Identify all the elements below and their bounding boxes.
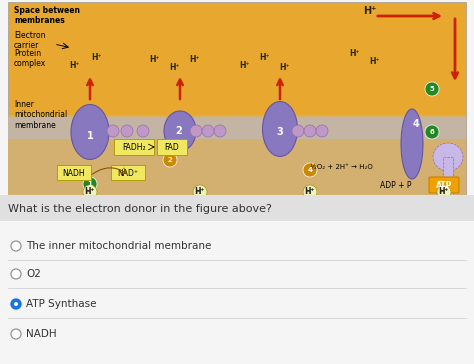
Ellipse shape (71, 104, 109, 159)
FancyBboxPatch shape (429, 177, 459, 193)
Ellipse shape (433, 143, 463, 171)
Text: The inner mitochondrial membrane: The inner mitochondrial membrane (26, 241, 211, 251)
Circle shape (190, 125, 202, 137)
Text: FAD: FAD (164, 142, 179, 151)
Text: 1: 1 (88, 181, 92, 187)
Circle shape (292, 125, 304, 137)
Text: H⁺: H⁺ (92, 52, 102, 62)
Text: Inner
mitochondrial
membrane: Inner mitochondrial membrane (14, 100, 67, 130)
Circle shape (163, 153, 177, 167)
Text: H⁺: H⁺ (85, 189, 94, 195)
Text: NADH: NADH (26, 329, 56, 339)
Circle shape (193, 185, 207, 199)
Text: FADH₂: FADH₂ (122, 142, 146, 151)
FancyBboxPatch shape (8, 115, 466, 195)
Text: ½O₂ + 2H⁺ → H₂O: ½O₂ + 2H⁺ → H₂O (310, 164, 373, 170)
FancyBboxPatch shape (111, 165, 145, 180)
Circle shape (107, 125, 119, 137)
FancyBboxPatch shape (8, 2, 466, 195)
Text: What is the electron donor in the figure above?: What is the electron donor in the figure… (8, 204, 272, 214)
Circle shape (121, 125, 133, 137)
Text: H⁺: H⁺ (195, 189, 204, 195)
Text: 2: 2 (176, 126, 182, 136)
Text: 1: 1 (87, 131, 93, 141)
Text: ATP: ATP (436, 181, 452, 190)
FancyBboxPatch shape (0, 195, 474, 221)
Text: H⁺: H⁺ (190, 55, 200, 63)
FancyBboxPatch shape (443, 157, 453, 195)
Text: Protein
complex: Protein complex (14, 49, 46, 68)
Text: Electron
carrier: Electron carrier (14, 31, 46, 50)
Text: H⁺: H⁺ (70, 62, 80, 71)
Text: NADH: NADH (63, 169, 85, 178)
Text: H⁺: H⁺ (350, 50, 360, 59)
Ellipse shape (164, 111, 196, 151)
FancyBboxPatch shape (57, 165, 91, 180)
Text: ADP + P: ADP + P (380, 182, 411, 190)
Text: 6: 6 (429, 129, 434, 135)
Text: NAD⁺: NAD⁺ (118, 169, 138, 178)
Text: 5: 5 (429, 86, 434, 92)
Circle shape (425, 125, 439, 139)
Circle shape (11, 269, 21, 279)
Text: H⁺: H⁺ (306, 189, 315, 195)
Text: H⁺: H⁺ (170, 63, 180, 71)
Text: 2: 2 (168, 157, 173, 163)
Circle shape (202, 125, 214, 137)
Circle shape (14, 302, 18, 306)
Text: H⁺: H⁺ (363, 6, 377, 16)
Text: H⁺: H⁺ (280, 63, 290, 71)
Circle shape (83, 185, 97, 199)
Circle shape (83, 177, 97, 191)
Text: H⁺: H⁺ (439, 189, 448, 195)
Circle shape (214, 125, 226, 137)
Text: H⁺: H⁺ (240, 62, 250, 71)
FancyBboxPatch shape (114, 139, 154, 155)
Text: H⁺: H⁺ (370, 56, 380, 66)
Text: 4: 4 (413, 119, 419, 129)
Circle shape (437, 185, 451, 199)
Text: H⁺: H⁺ (195, 187, 205, 197)
Ellipse shape (401, 109, 423, 179)
Text: H⁺: H⁺ (260, 52, 270, 62)
Circle shape (303, 185, 317, 199)
Circle shape (304, 125, 316, 137)
Text: H⁺: H⁺ (305, 187, 315, 197)
Text: Space between
membranes: Space between membranes (14, 6, 80, 25)
Circle shape (425, 82, 439, 96)
Text: O2: O2 (26, 269, 41, 279)
Circle shape (11, 241, 21, 251)
Ellipse shape (263, 102, 298, 157)
Text: 3: 3 (277, 127, 283, 137)
Circle shape (303, 163, 317, 177)
FancyBboxPatch shape (8, 117, 466, 139)
Text: H⁺: H⁺ (85, 187, 95, 197)
Circle shape (11, 299, 21, 309)
Circle shape (137, 125, 149, 137)
Text: 4: 4 (308, 167, 312, 173)
FancyBboxPatch shape (157, 139, 187, 155)
Circle shape (316, 125, 328, 137)
Text: H⁺: H⁺ (150, 55, 160, 63)
Circle shape (11, 329, 21, 339)
Text: H⁺: H⁺ (439, 187, 449, 197)
Text: ATP Synthase: ATP Synthase (26, 299, 97, 309)
